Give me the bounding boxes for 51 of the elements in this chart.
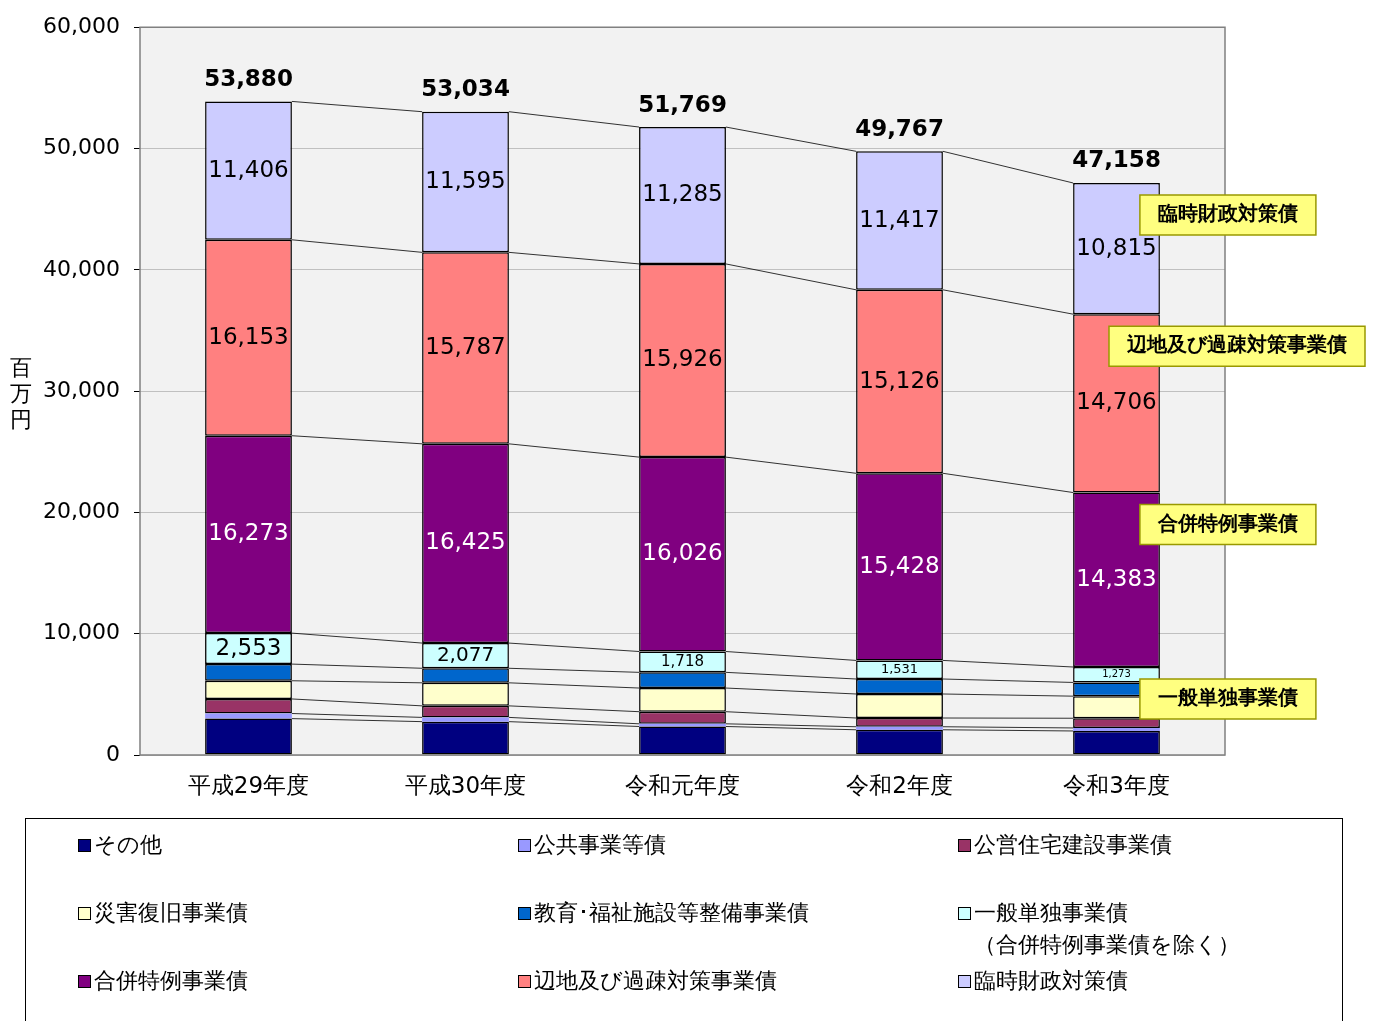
y-tick-label: 60,000 xyxy=(43,12,120,38)
data-label: 16,026 xyxy=(642,539,723,566)
annotation: 一般単独事業債 xyxy=(1157,685,1298,710)
data-label: 15,787 xyxy=(425,333,506,360)
data-label: 16,425 xyxy=(425,528,506,555)
x-tick-label: 令和元年度 xyxy=(625,771,740,798)
y-tick-label: 30,000 xyxy=(43,376,120,402)
data-label: 11,285 xyxy=(642,180,723,207)
data-label: 1,531 xyxy=(880,661,919,677)
annotation: 辺地及び過疎対策事業債 xyxy=(1126,332,1347,357)
x-tick-label: 令和3年度 xyxy=(1063,771,1170,798)
x-tick-label: 令和2年度 xyxy=(846,771,953,798)
data-label: 1,273 xyxy=(1102,668,1131,680)
data-label: 10,815 xyxy=(1076,233,1157,260)
y-axis-title: 百万円 xyxy=(10,355,32,433)
y-tick-label: 40,000 xyxy=(43,255,120,281)
x-tick-label: 平成30年度 xyxy=(404,771,527,798)
legend-label: 公営住宅建設事業債 xyxy=(974,831,1172,859)
data-label: 11,417 xyxy=(859,205,940,232)
legend-label: 臨時財政対策債 xyxy=(974,967,1128,995)
legend-label: 教育･福祉施設等整備事業債 xyxy=(534,899,809,927)
data-label: 15,926 xyxy=(642,345,723,372)
total-label: 53,034 xyxy=(421,75,510,102)
data-label: 2,077 xyxy=(436,641,495,666)
total-label: 51,769 xyxy=(638,90,727,117)
legend-label: 合併特例事業債 xyxy=(94,967,248,995)
legend-label: 災害復旧事業債 xyxy=(94,899,248,927)
total-label: 53,880 xyxy=(204,64,293,91)
total-label: 49,767 xyxy=(855,114,944,141)
data-label: 11,595 xyxy=(425,166,506,193)
data-label: 1,718 xyxy=(661,651,704,670)
y-tick-label: 20,000 xyxy=(43,498,120,524)
total-label: 47,158 xyxy=(1072,146,1161,173)
data-label: 2,553 xyxy=(215,633,282,660)
legend-label: 一般単独事業債（合併特例事業債を除く） xyxy=(974,899,1241,959)
data-label: 14,383 xyxy=(1076,564,1157,591)
data-label: 14,706 xyxy=(1076,388,1157,415)
annotation: 合併特例事業債 xyxy=(1156,510,1298,535)
data-label: 15,126 xyxy=(859,366,940,393)
legend-label: 公共事業等債 xyxy=(534,831,666,859)
y-tick-label: 50,000 xyxy=(43,134,120,160)
y-tick-label: 10,000 xyxy=(43,619,120,645)
legend-label: その他 xyxy=(94,831,162,859)
x-tick-label: 平成29年度 xyxy=(187,771,310,798)
data-label: 15,428 xyxy=(859,551,940,578)
annotation: 臨時財政対策債 xyxy=(1157,201,1298,226)
data-label: 16,153 xyxy=(208,322,289,349)
data-label: 16,273 xyxy=(208,519,289,546)
legend-label: 辺地及び過疎対策事業債 xyxy=(534,967,777,995)
y-tick-label: 0 xyxy=(106,740,120,766)
data-label: 11,406 xyxy=(208,155,289,182)
